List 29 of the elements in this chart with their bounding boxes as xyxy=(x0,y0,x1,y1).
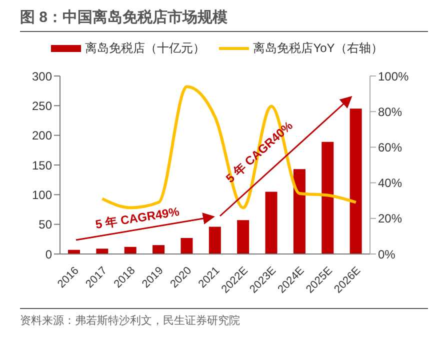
bar xyxy=(293,169,306,254)
bar xyxy=(180,238,193,254)
y-tick-label: 300 xyxy=(32,69,52,84)
annotation: 5 年 CAGR49% xyxy=(94,204,181,232)
legend-label: 离岛免税店YoY（右轴） xyxy=(253,40,383,57)
y-tick-label: 50 xyxy=(38,218,52,232)
bar xyxy=(350,108,362,254)
bar xyxy=(237,220,250,254)
bar xyxy=(152,245,165,254)
y-tick-label: 100 xyxy=(32,188,52,202)
y2-tick-label: 80% xyxy=(378,104,402,119)
bar xyxy=(208,226,221,254)
y2-tick-label: 0% xyxy=(378,247,396,262)
y2-tick-label: 100% xyxy=(378,69,410,84)
y2-tick-label: 40% xyxy=(378,176,402,190)
text: 资料来源：弗若斯特沙利文，民生证券研究院 xyxy=(20,308,428,328)
line-series xyxy=(100,85,358,210)
y-tick-label: 200 xyxy=(32,128,52,143)
bar xyxy=(124,246,136,254)
y-tick-label: 0 xyxy=(45,247,52,262)
y-tick-label: 250 xyxy=(32,98,52,113)
bar xyxy=(265,192,278,254)
bar xyxy=(322,142,334,254)
y2-tick-label: 60% xyxy=(378,140,402,154)
y2-tick-label: 20% xyxy=(378,212,402,226)
chart-title: 图 8：中国离岛免税店市场规模 xyxy=(20,8,428,32)
bar xyxy=(96,248,108,254)
y-tick-label: 150 xyxy=(32,158,52,172)
legend-label: 离岛免税店（十亿元） xyxy=(85,40,206,57)
